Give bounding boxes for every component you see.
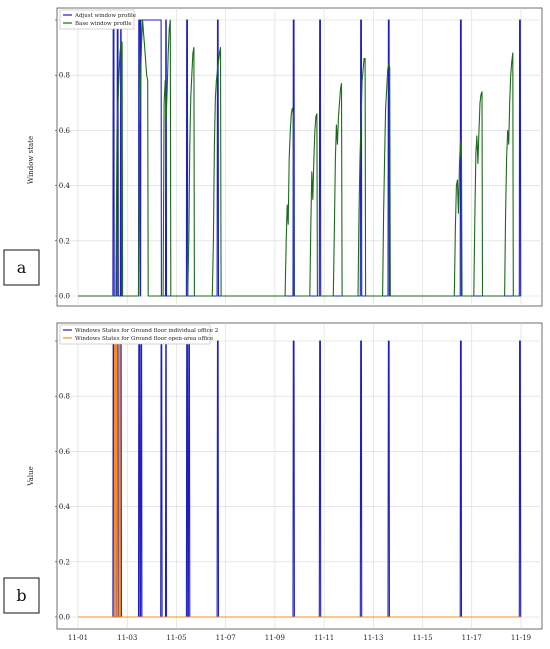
y-tick-label: 0.0 bbox=[59, 293, 70, 301]
x-tick-label: 11-11 bbox=[314, 634, 334, 642]
series-line-1 bbox=[78, 19, 521, 297]
legend-a: Adjust window profile Base window profil… bbox=[59, 9, 136, 30]
legend-box-a bbox=[59, 9, 135, 30]
legend-b: Windows States for Ground floor individu… bbox=[59, 324, 218, 345]
y-axis-label-b: Value bbox=[27, 466, 35, 486]
y-tick-label: 0.8 bbox=[59, 393, 70, 401]
legend-label-b-0: Windows States for Ground floor individu… bbox=[75, 328, 218, 334]
x-tick-label: 11-01 bbox=[68, 634, 88, 642]
panel-label-b: b bbox=[16, 586, 26, 605]
x-tick-label: 11-03 bbox=[117, 634, 137, 642]
y-tick-label: 0.6 bbox=[59, 127, 71, 135]
series-line-1 bbox=[78, 340, 521, 618]
x-tick-label: 11-19 bbox=[511, 634, 531, 642]
x-tick-label: 11-17 bbox=[462, 634, 482, 642]
y-tick-label: 0.4 bbox=[59, 503, 71, 511]
grid-a bbox=[57, 8, 542, 306]
series-a bbox=[78, 19, 522, 297]
grid-b bbox=[57, 323, 542, 629]
y-tick-label: 0.2 bbox=[59, 237, 70, 245]
panel-label-box-a: a bbox=[3, 249, 40, 286]
x-tick-label: 11-09 bbox=[265, 634, 285, 642]
plot-frame-b bbox=[56, 322, 543, 630]
plot-frame-a bbox=[56, 7, 543, 307]
y-tick-label: 0.4 bbox=[59, 182, 71, 190]
x-ticks-b: 11-01 11-03 11-05 11-07 11-09 11-11 11-13 11-15… bbox=[68, 634, 531, 642]
y-tick-label: 0.8 bbox=[59, 72, 70, 80]
legend-box-b bbox=[59, 324, 211, 345]
legend-label-a-0: Adjust window profile bbox=[74, 13, 136, 19]
panel-label-a: a bbox=[17, 258, 27, 277]
panel-a: 0.00.20.40.60.81.0 Window state Adjust w… bbox=[27, 7, 543, 307]
series-line-0 bbox=[78, 340, 522, 618]
x-tick-label: 11-07 bbox=[216, 634, 236, 642]
y-tick-label: 0.2 bbox=[59, 558, 70, 566]
x-tick-label: 11-15 bbox=[412, 634, 432, 642]
y-tick-label: 0.6 bbox=[59, 448, 71, 456]
panel-b: 0.00.20.40.60.81.0 11-0111-0311-0511-071… bbox=[27, 322, 543, 642]
x-tick-label: 11-13 bbox=[363, 634, 383, 642]
x-tick-label: 11-05 bbox=[166, 634, 186, 642]
series-b bbox=[78, 340, 522, 618]
y-tick-label: 0.0 bbox=[59, 614, 70, 622]
legend-label-a-1: Base window profile bbox=[75, 21, 132, 27]
y-axis-label-a: Window state bbox=[27, 136, 35, 184]
panel-label-box-b: b bbox=[3, 577, 40, 614]
legend-label-b-1: Windows States for Ground floor open-are… bbox=[75, 336, 213, 342]
